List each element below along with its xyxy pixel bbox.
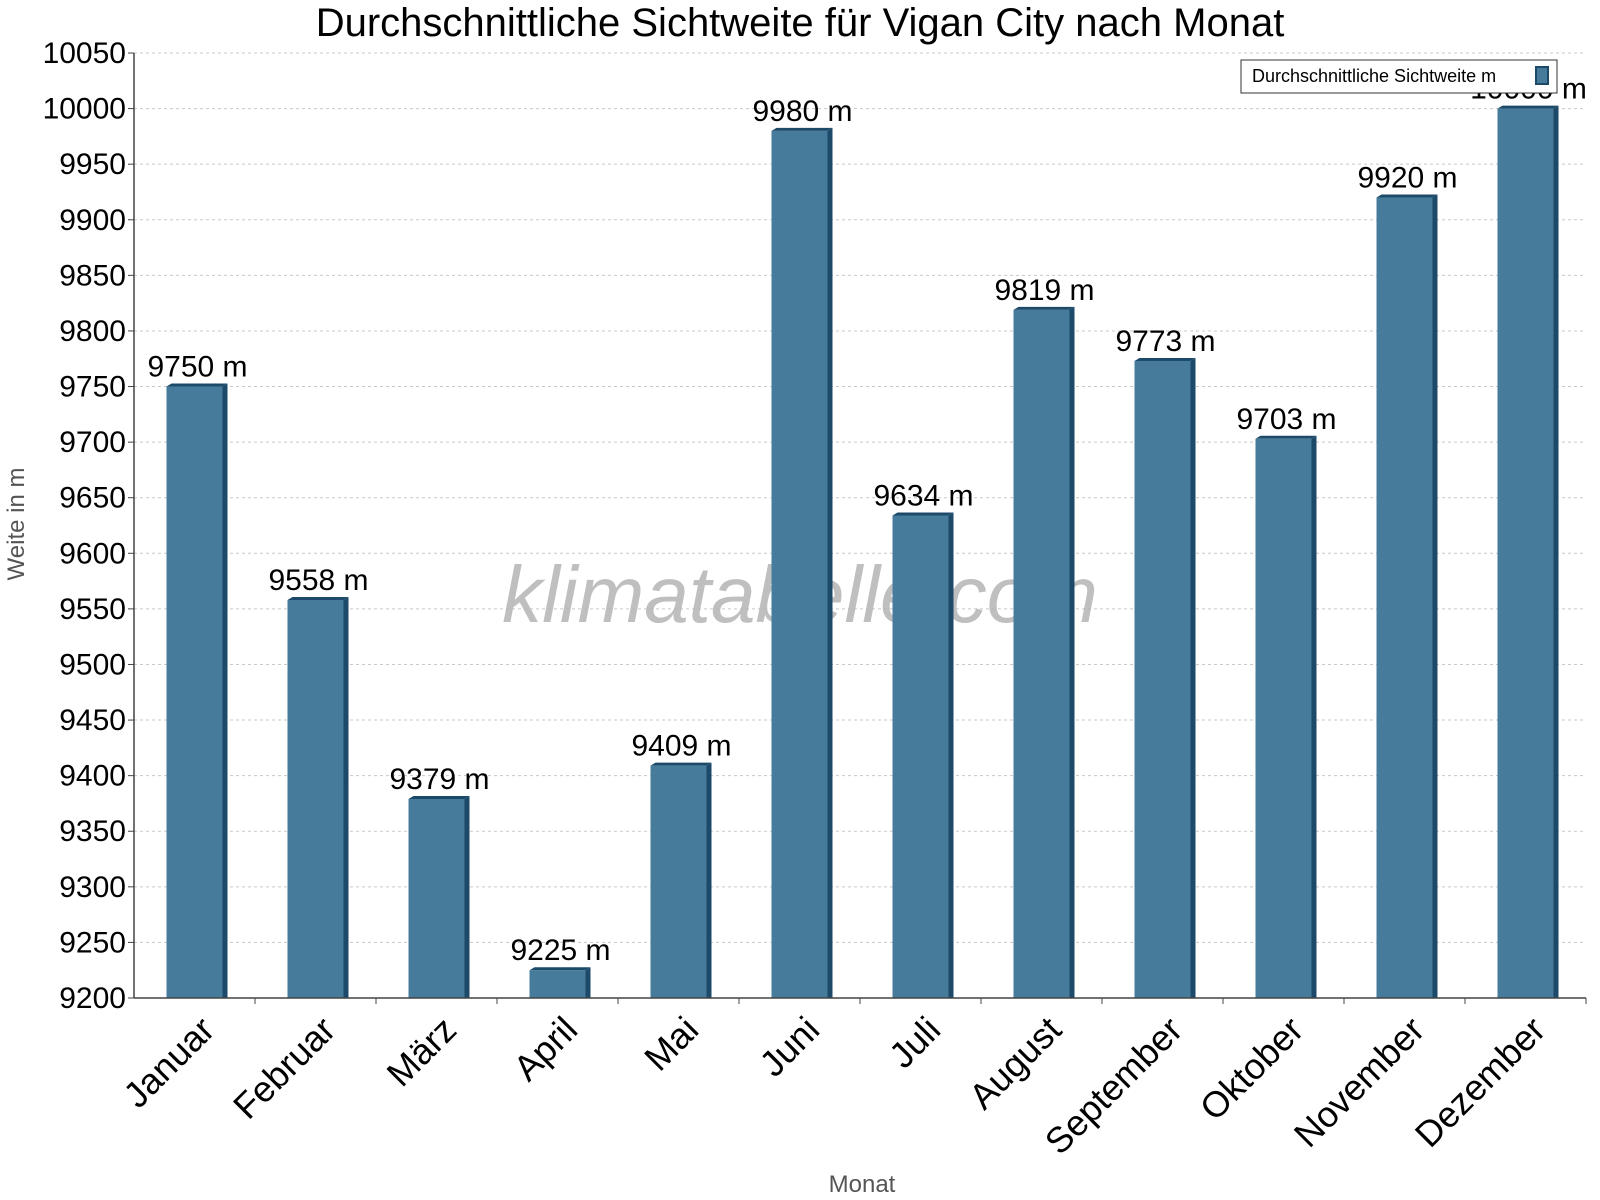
x-tick-label: Mai <box>636 1009 706 1079</box>
data-label: 9980 m <box>752 95 852 128</box>
bar <box>166 386 223 998</box>
x-axis-label: Monat <box>829 1171 896 1198</box>
y-tick-label: 9600 <box>59 537 126 570</box>
y-tick-label: 9300 <box>59 871 126 904</box>
bar <box>1013 309 1070 999</box>
bar-top <box>1013 306 1075 310</box>
data-labels: 9750 m 9558 m 9379 m 9225 m 9409 m 9980 m 9634… <box>147 73 1586 968</box>
bar-top <box>1376 194 1438 198</box>
bar <box>1134 360 1191 998</box>
bar-side <box>222 383 228 998</box>
bar-top <box>1497 105 1559 109</box>
bar-top <box>771 127 833 131</box>
data-label: 9750 m <box>147 351 247 384</box>
bar-top <box>408 795 470 799</box>
bar-side <box>1553 105 1559 998</box>
bar-side <box>1190 357 1196 998</box>
bar-side <box>948 512 954 998</box>
bar <box>650 765 707 998</box>
data-label: 9225 m <box>510 934 610 967</box>
bar-top <box>892 512 954 516</box>
bar-side <box>827 127 833 998</box>
data-label: 9773 m <box>1115 325 1215 358</box>
x-tick-label: Januar <box>115 1009 222 1116</box>
data-label: 9819 m <box>994 274 1094 307</box>
bar-top <box>1255 435 1317 439</box>
bar <box>771 130 828 998</box>
y-tick-label: 9900 <box>59 204 126 237</box>
y-tick-label: 10050 <box>43 37 126 70</box>
bar-top <box>1134 357 1196 361</box>
legend: Durchschnittliche Sichtweite m <box>1240 59 1558 94</box>
axes <box>133 53 1586 999</box>
y-tick-label: 9550 <box>59 593 126 626</box>
legend-label: Durchschnittliche Sichtweite m <box>1252 66 1496 86</box>
bar-side <box>706 762 712 998</box>
bar-side <box>1311 435 1317 998</box>
bar-side <box>464 795 470 998</box>
bar <box>892 515 949 998</box>
gridlines <box>134 52 1586 943</box>
chart-title: Durchschnittliche Sichtweite für Vigan C… <box>316 1 1285 45</box>
y-tick-label: 9450 <box>59 704 126 737</box>
y-tick-label: 9950 <box>59 148 126 181</box>
legend-swatch <box>1535 66 1549 85</box>
x-tick-label: August <box>961 1009 1069 1117</box>
y-axis-label: Weite in m <box>3 468 30 581</box>
y-tick-label: 10000 <box>43 93 126 126</box>
bar-top <box>650 762 712 766</box>
x-tick-label: April <box>505 1009 585 1089</box>
x-tick-label: März <box>379 1009 465 1095</box>
y-tick-label: 9750 <box>59 371 126 404</box>
bar-top <box>287 596 349 600</box>
data-label: 9703 m <box>1236 403 1336 436</box>
data-label: 9379 m <box>389 763 489 796</box>
x-tick-label: Juni <box>751 1009 827 1085</box>
x-tick-label: Dezember <box>1407 1009 1553 1155</box>
x-tick-label: Februar <box>225 1009 343 1127</box>
bar <box>1376 197 1433 998</box>
x-axis-ticks: Januar Februar März April Mai Juni Juli AugustS… <box>115 998 1587 1162</box>
bar-top <box>166 383 228 387</box>
bars <box>166 105 1559 999</box>
y-tick-label: 9700 <box>59 426 126 459</box>
y-tick-label: 9350 <box>59 815 126 848</box>
data-label: 9409 m <box>631 730 731 763</box>
y-tick-label: 9400 <box>59 760 126 793</box>
bar-side <box>585 967 591 998</box>
bar-side <box>1069 306 1075 999</box>
bar-side <box>343 596 349 998</box>
y-tick-label: 9200 <box>59 982 126 1015</box>
data-label: 9558 m <box>268 564 368 597</box>
y-tick-label: 9500 <box>59 648 126 681</box>
y-tick-label: 9850 <box>59 259 126 292</box>
bar <box>287 599 344 998</box>
data-label: 9634 m <box>873 479 973 512</box>
y-tick-label: 9800 <box>59 315 126 348</box>
data-label: 9920 m <box>1357 162 1457 195</box>
bar-top <box>529 967 591 971</box>
bar <box>529 970 586 998</box>
x-tick-label: Juli <box>881 1009 948 1076</box>
y-tick-label: 9250 <box>59 926 126 959</box>
x-tick-label: Oktober <box>1192 1009 1312 1129</box>
legend-box <box>1240 59 1558 94</box>
bar <box>1497 108 1554 998</box>
x-tick-label: November <box>1286 1009 1432 1155</box>
bar-side <box>1432 194 1438 998</box>
bar <box>408 798 465 998</box>
y-axis-ticks: 9200 9250 9300 9350 9400 9450 9500 9550 9600 9650… <box>43 37 134 1015</box>
bar <box>1255 438 1312 998</box>
y-tick-label: 9650 <box>59 482 126 515</box>
